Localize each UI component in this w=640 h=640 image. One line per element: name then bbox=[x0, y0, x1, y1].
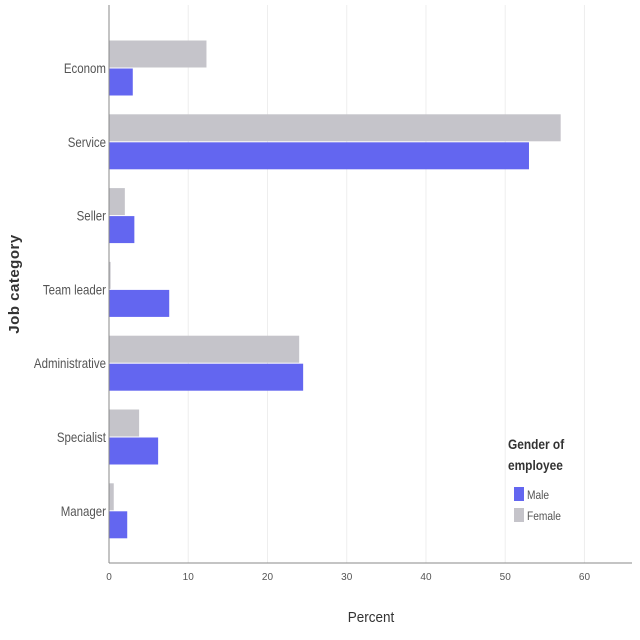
x-axis-title: Percent bbox=[348, 609, 394, 626]
legend-swatch-female bbox=[514, 508, 524, 522]
category-label: Administrative bbox=[34, 355, 106, 371]
x-tick-label-50: 50 bbox=[500, 572, 512, 583]
category-label: Team leader bbox=[43, 281, 107, 297]
bar-male-econom bbox=[109, 68, 133, 96]
bar-male-manager bbox=[109, 511, 128, 539]
y-axis-title: Job category bbox=[6, 234, 23, 334]
legend-label-female: Female bbox=[527, 510, 561, 523]
legend: Gender of employee Male Female bbox=[508, 436, 565, 523]
x-tick-label-30: 30 bbox=[341, 572, 353, 583]
x-tick-label-20: 20 bbox=[262, 572, 274, 583]
bar-female-administrative bbox=[109, 335, 300, 363]
bar-female-econom bbox=[109, 40, 207, 68]
bar-male-administrative bbox=[109, 363, 304, 391]
x-tick-label-0: 0 bbox=[106, 572, 112, 583]
category-labels: Econom Service Seller Team leader Administra… bbox=[34, 60, 107, 519]
legend-label-male: Male bbox=[527, 489, 549, 502]
legend-swatch-male bbox=[514, 487, 524, 501]
grid-lines bbox=[187, 5, 585, 563]
bar-female-service bbox=[109, 114, 561, 142]
category-label: Manager bbox=[61, 503, 107, 519]
bar-male-seller bbox=[109, 216, 135, 244]
category-label: Service bbox=[68, 134, 106, 150]
bar-male-team-leader bbox=[109, 289, 170, 317]
legend-title-line-2: employee bbox=[508, 457, 563, 473]
bar-female-seller bbox=[109, 188, 125, 216]
bar-male-specialist bbox=[109, 437, 159, 465]
bar-female-specialist bbox=[109, 409, 140, 437]
category-label: Specialist bbox=[57, 429, 107, 445]
x-tick-label-60: 60 bbox=[579, 572, 591, 583]
category-label: Seller bbox=[77, 207, 107, 223]
x-tick-label-40: 40 bbox=[420, 572, 432, 583]
bars bbox=[109, 40, 561, 539]
bar-female-team-leader bbox=[109, 261, 111, 289]
x-tick-labels: 0 10 20 30 40 50 60 bbox=[106, 572, 590, 583]
bar-female-manager bbox=[109, 483, 114, 511]
x-tick-label-10: 10 bbox=[183, 572, 195, 583]
category-label: Econom bbox=[64, 60, 106, 76]
legend-title-line-1: Gender of bbox=[508, 436, 565, 452]
bar-male-service bbox=[109, 142, 529, 170]
